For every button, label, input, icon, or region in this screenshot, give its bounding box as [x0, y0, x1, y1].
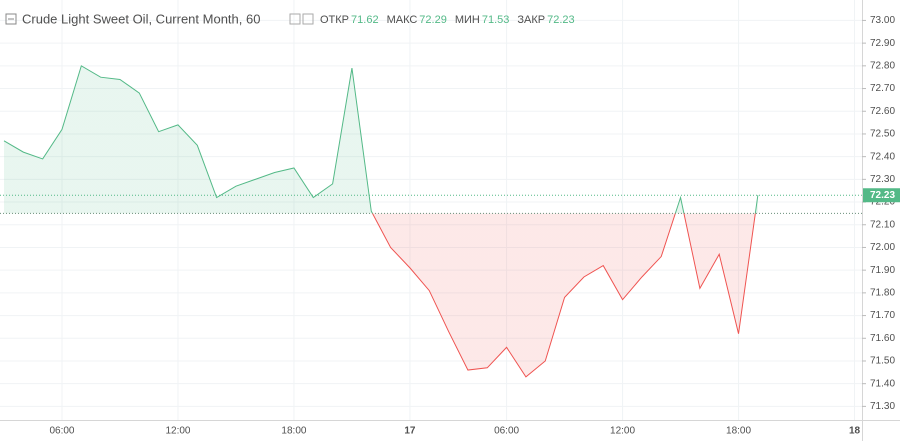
y-tick-label: 71.50 — [870, 356, 895, 367]
y-tick-label: 72.90 — [870, 38, 895, 49]
chart-title: Crude Light Sweet Oil, Current Month, 60 — [22, 11, 260, 26]
ohlc-value: 71.53 — [482, 14, 510, 26]
y-tick-label: 71.30 — [870, 401, 895, 412]
last-price-label: 72.23 — [870, 190, 895, 201]
x-tick-label: 06:00 — [49, 426, 74, 437]
baseline-area — [4, 65, 758, 377]
y-tick-label: 71.90 — [870, 265, 895, 276]
price-line — [3, 65, 759, 378]
y-tick-label: 73.00 — [870, 15, 895, 26]
close-icon[interactable] — [302, 13, 314, 25]
x-tick-label: 06:00 — [494, 426, 519, 437]
x-tick-label: 17 — [404, 426, 416, 437]
y-tick-label: 72.40 — [870, 151, 895, 162]
y-tick-label: 72.70 — [870, 83, 895, 94]
x-tick-label: 12:00 — [610, 426, 635, 437]
y-tick-label: 71.80 — [870, 288, 895, 299]
legend-header: Crude Light Sweet Oil, Current Month, 60… — [5, 11, 575, 26]
y-tick-label: 72.80 — [870, 60, 895, 71]
last-price-tag — [863, 188, 900, 203]
y-tick-label: 72.00 — [870, 242, 895, 253]
x-tick-label: 12:00 — [165, 426, 190, 437]
ohlc-label: МАКС — [387, 14, 418, 26]
y-tick-label: 71.40 — [870, 378, 895, 389]
y-tick-label: 72.60 — [870, 106, 895, 117]
x-tick-label: 18:00 — [281, 426, 306, 437]
y-tick-label: 72.30 — [870, 174, 895, 185]
x-tick-label: 18:00 — [726, 426, 751, 437]
collapse-icon[interactable] — [5, 13, 17, 25]
y-tick-label: 72.50 — [870, 129, 895, 140]
y-tick-label: 72.10 — [870, 219, 895, 230]
ohlc-value: 71.62 — [351, 14, 379, 26]
ohlc-value: 72.23 — [547, 14, 575, 26]
settings-icon[interactable] — [289, 13, 301, 25]
ohlc-label: МИН — [455, 14, 480, 26]
y-tick-label: 71.60 — [870, 333, 895, 344]
ohlc-value: 72.29 — [419, 14, 447, 26]
ohlc-label: ОТКР — [320, 14, 349, 26]
y-tick-label: 71.70 — [870, 310, 895, 321]
ohlc-label: ЗАКР — [517, 14, 545, 26]
x-tick-label: 18 — [849, 426, 861, 437]
